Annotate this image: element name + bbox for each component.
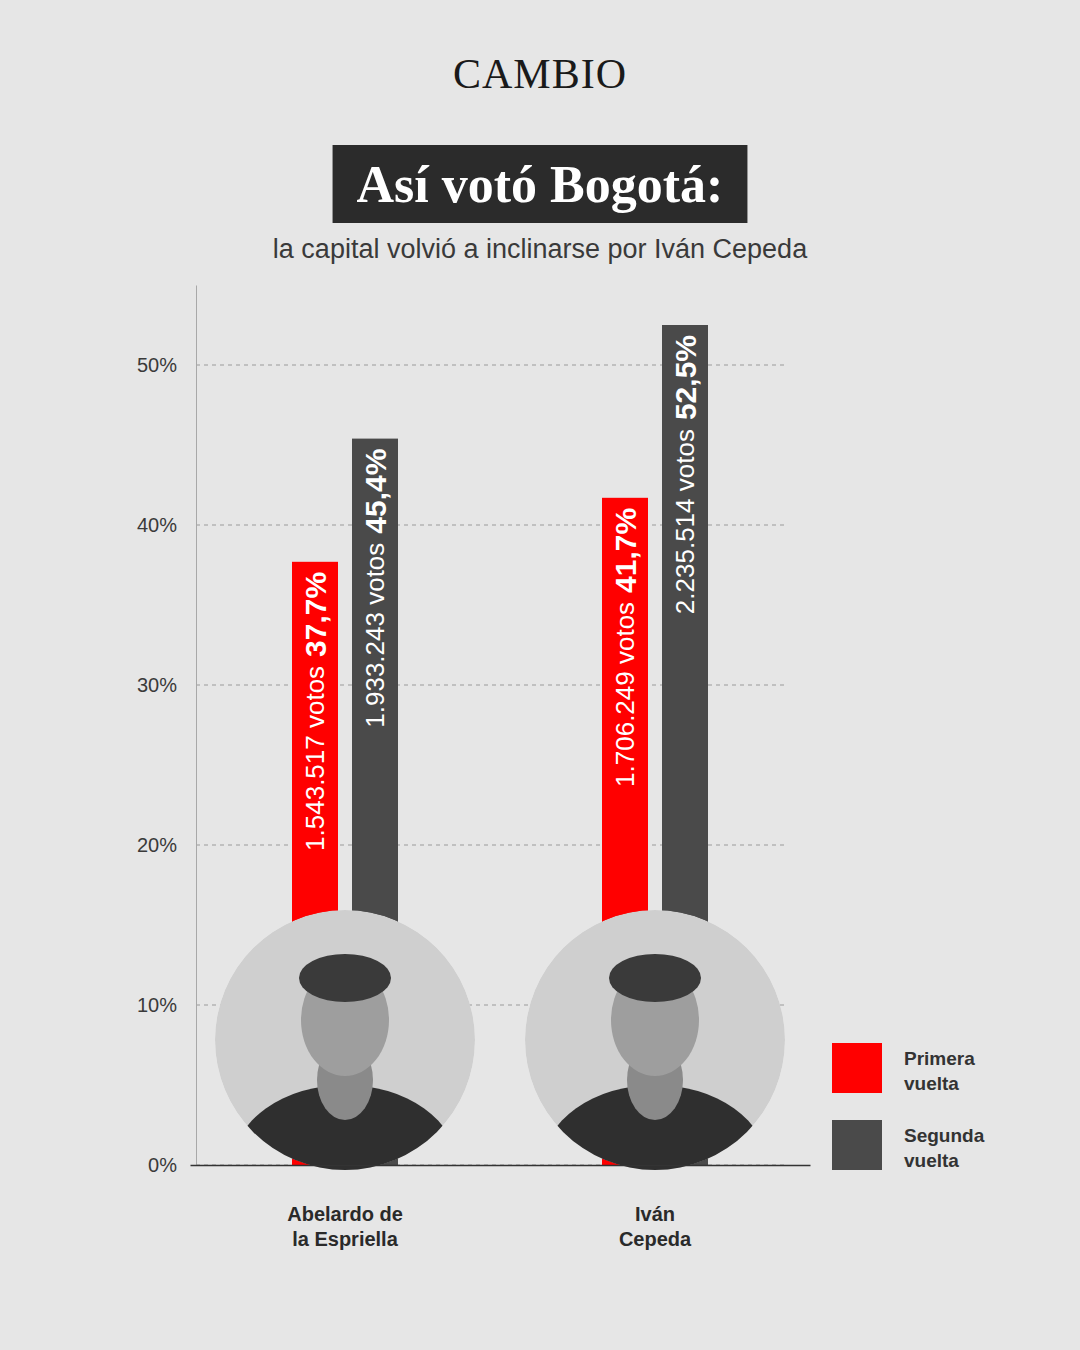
x-tick-label-line: Abelardo de — [287, 1203, 403, 1225]
data-label-votes: 1.933.243 votos — [360, 543, 390, 728]
y-tick: 40% — [137, 514, 196, 536]
x-tick: Iván Cepeda — [619, 1165, 692, 1250]
y-tick: 0% — [148, 1154, 196, 1176]
x-tick-label: Iván Cepeda — [619, 1203, 692, 1250]
data-label-votes: 2.235.514 votos — [670, 429, 700, 614]
title: Así votó Bogotá: — [357, 156, 724, 213]
bars — [292, 325, 708, 1165]
y-tick-label: 30% — [137, 674, 177, 696]
legend-swatch — [832, 1120, 882, 1170]
chart-root: CAMBIO Así votó Bogotá: la capital volvió … — [0, 0, 1080, 1350]
data-label-votes: 1.706.249 votos — [610, 602, 640, 787]
portrait-hair — [609, 954, 701, 1002]
portraits — [215, 910, 785, 1245]
subtitle: la capital volvió a inclinarse por Iván … — [273, 234, 808, 264]
y-tick-label: 10% — [137, 994, 177, 1016]
data-label: 2.235.514 votos 52,5% — [668, 335, 701, 614]
y-tick: 20% — [137, 834, 196, 856]
legend-label-line: vuelta — [904, 1150, 959, 1171]
chart-svg: CAMBIO Así votó Bogotá: la capital volvió … — [0, 0, 1080, 1350]
legend-label: Primera vuelta — [904, 1048, 975, 1094]
data-label: 1.543.517 votos 37,7% — [299, 572, 332, 851]
y-tick: 30% — [137, 674, 196, 696]
title-box — [333, 145, 748, 223]
y-axis: 0% 10% 20% 30% 40% 50% — [137, 286, 197, 1176]
background — [0, 0, 1080, 1350]
legend-label-line: vuelta — [904, 1073, 959, 1094]
legend-label: Segunda vuelta — [904, 1125, 985, 1171]
x-tick-label: Abelardo de la Espriella — [287, 1203, 403, 1250]
y-tick-label: 20% — [137, 834, 177, 856]
x-tick-label-line: Cepeda — [619, 1228, 692, 1250]
legend-swatch — [832, 1043, 882, 1093]
data-label: 1.933.243 votos 45,4% — [358, 449, 391, 728]
data-label-value: 52,5% — [668, 335, 701, 420]
y-tick-label: 0% — [148, 1154, 177, 1176]
y-tick: 50% — [137, 354, 196, 376]
x-tick: Abelardo de la Espriella — [287, 1165, 403, 1250]
x-axis-line — [191, 1165, 811, 1167]
legend: Primera vuelta Segunda vuelta — [832, 1043, 985, 1171]
y-tick-label: 40% — [137, 514, 177, 536]
x-tick-label-line: Iván — [635, 1203, 675, 1225]
x-axis: Abelardo de la Espriella Iván Cepeda — [191, 1165, 811, 1250]
portrait-hair — [299, 954, 391, 1002]
y-axis-line — [196, 286, 197, 1166]
data-labels: 1.543.517 votos 37,7% 1.706.249 votos 41,7%… — [299, 335, 702, 851]
data-label: 1.706.249 votos 41,7% — [609, 508, 642, 787]
legend-label-line: Primera — [904, 1048, 975, 1069]
data-label-value: 37,7% — [299, 572, 332, 657]
portrait — [525, 910, 785, 1245]
logo: CAMBIO — [453, 51, 627, 97]
legend-label-line: Segunda — [904, 1125, 985, 1146]
data-label-value: 41,7% — [609, 508, 642, 593]
x-tick-label-line: la Espriella — [292, 1228, 398, 1250]
data-label-value: 45,4% — [358, 449, 391, 534]
portrait — [215, 910, 475, 1245]
data-label-votes: 1.543.517 votos — [300, 666, 330, 851]
y-tick-label: 50% — [137, 354, 177, 376]
y-tick: 10% — [137, 994, 196, 1016]
